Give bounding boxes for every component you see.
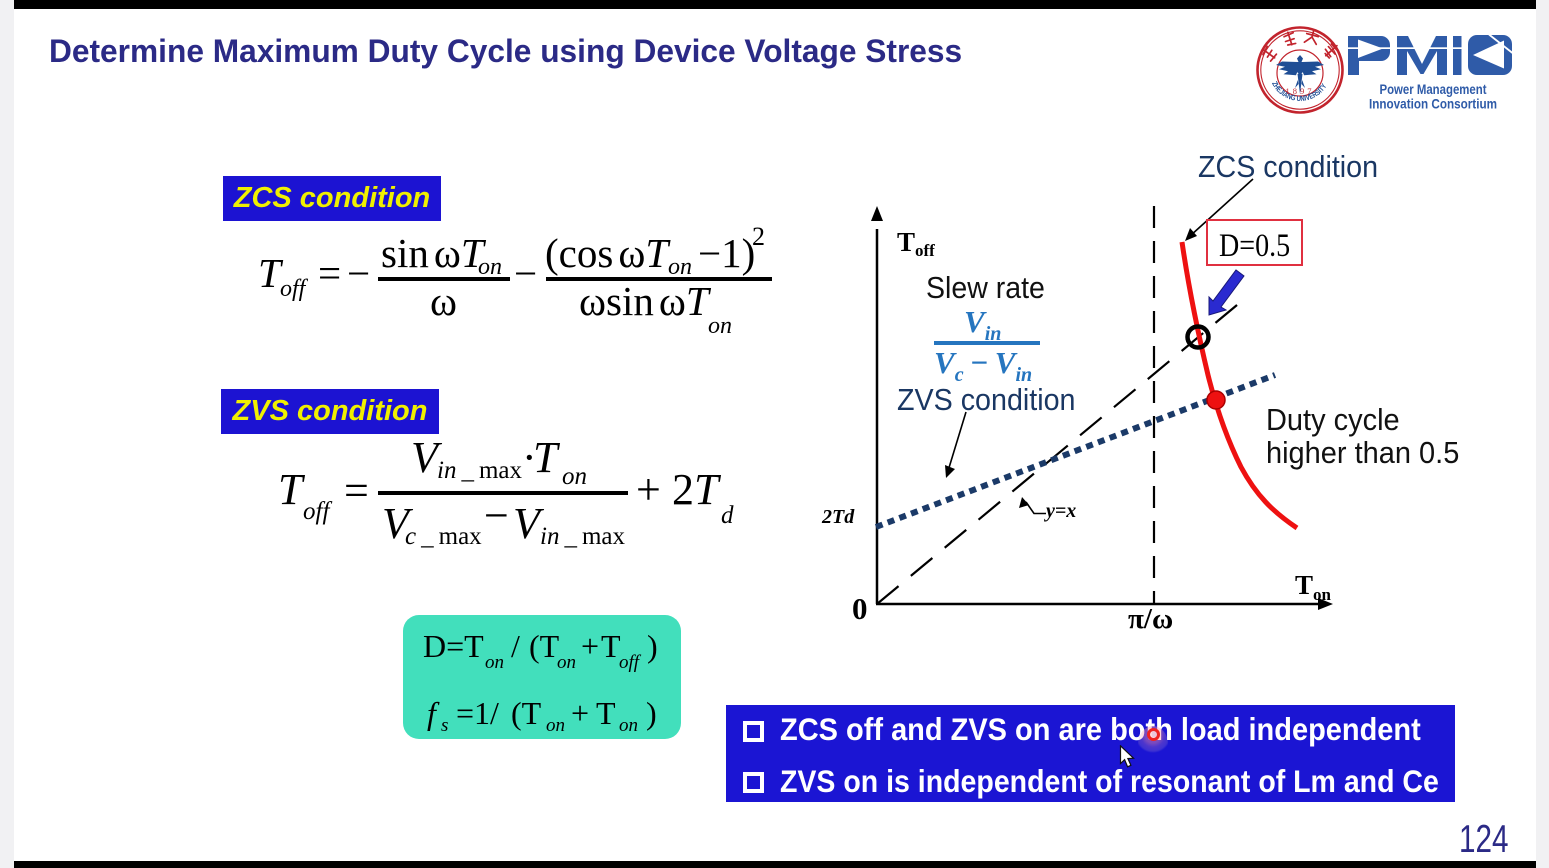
svg-text:Power Management: Power Management: [1380, 82, 1487, 97]
svg-text:Innovation Consortium: Innovation Consortium: [1369, 97, 1497, 112]
svg-text:1897: 1897: [1286, 86, 1315, 96]
